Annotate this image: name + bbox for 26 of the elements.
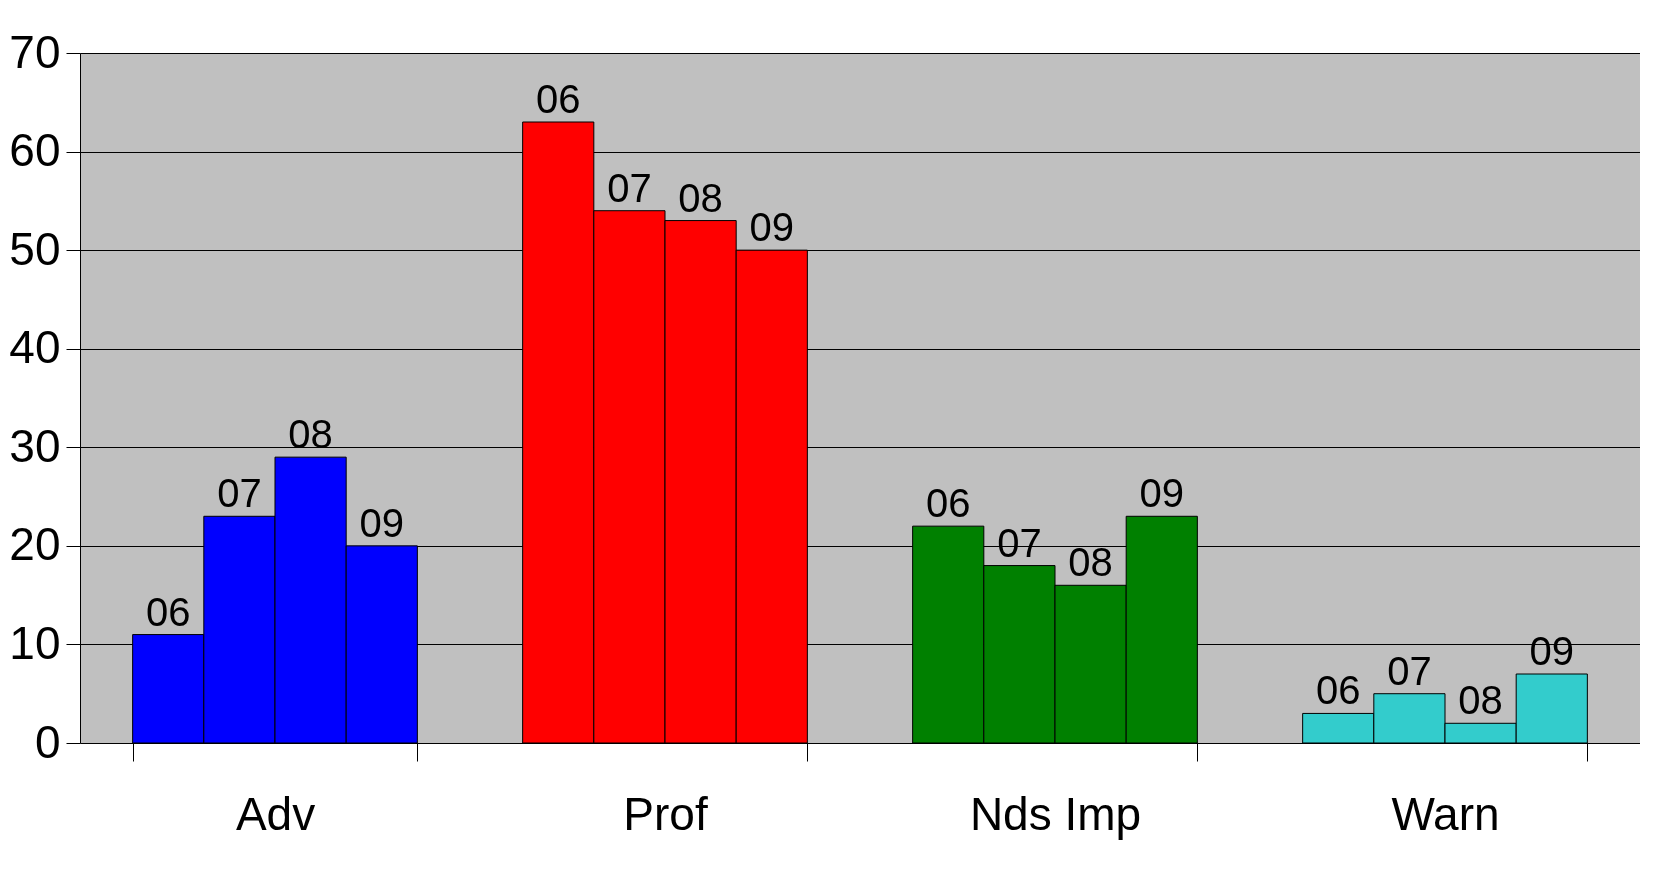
text: 09 bbox=[1139, 471, 1185, 516]
series-label: 06 bbox=[145, 589, 191, 634]
text: 07 bbox=[1387, 648, 1432, 693]
text: 08 bbox=[1068, 540, 1113, 585]
y-tick-label: 40 bbox=[9, 321, 61, 374]
y-tick-label: 10 bbox=[9, 616, 61, 669]
series-label: 09 bbox=[359, 500, 405, 545]
series-label: 07 bbox=[217, 471, 262, 516]
text: 08 bbox=[1458, 678, 1503, 723]
x-tick-label: Warn bbox=[1391, 787, 1500, 840]
series-label: 08 bbox=[288, 412, 333, 457]
y-tick-label: 50 bbox=[9, 222, 61, 275]
x-tick-label: Adv bbox=[235, 787, 316, 840]
y-tick-label: 70 bbox=[9, 25, 61, 78]
y-tick-label: 0 bbox=[34, 715, 61, 768]
text: 08 bbox=[678, 175, 723, 220]
y-tick-label: 30 bbox=[9, 419, 61, 472]
x-tick-label: Prof bbox=[623, 787, 708, 840]
text: 06 bbox=[925, 481, 971, 526]
y-tick-label: 20 bbox=[9, 518, 61, 571]
text: 06 bbox=[535, 77, 581, 121]
x-tick-label: Nds Imp bbox=[969, 787, 1142, 840]
text: 06 bbox=[1315, 668, 1361, 713]
y-tick-label: 60 bbox=[9, 124, 61, 177]
text: 09 bbox=[749, 205, 795, 250]
text: 07 bbox=[607, 165, 652, 210]
